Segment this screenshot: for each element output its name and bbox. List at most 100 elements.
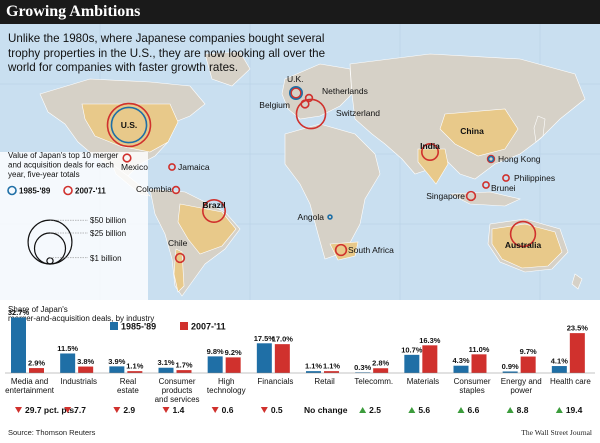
bar-value-label-1985-telecomm: 0.3% xyxy=(354,363,371,372)
bubble-2007-chile xyxy=(174,252,186,264)
map-legend-title-line-3: year, five-year totals xyxy=(8,170,80,179)
country-label-belgium: Belgium xyxy=(259,100,290,110)
country-label-australia: Australia xyxy=(505,240,542,250)
change-arrow-up-consumer-staples xyxy=(457,407,465,413)
bar-value-label-2007-retail: 1.1% xyxy=(323,362,340,371)
change-value-industrials: 7.7 xyxy=(74,405,86,415)
bar-1985-health-care xyxy=(551,366,567,373)
bubble-2007-switzerland xyxy=(295,98,327,130)
country-label-u-s: U.S. xyxy=(121,120,138,130)
bar-value-label-2007-high-technology: 9.2% xyxy=(225,348,242,357)
country-label-mexico: Mexico xyxy=(121,162,148,172)
category-label-high-technology-line-1: High xyxy=(218,377,234,386)
bar-1985-industrials xyxy=(60,353,76,373)
category-label-materials-line-1: Materials xyxy=(407,377,439,386)
change-arrow-down-consumer-products-and-services xyxy=(162,407,170,413)
china-shape xyxy=(439,108,519,157)
map-legend-title-line-2: and acquisition deals for each xyxy=(8,161,114,170)
map-legend-label-1985-89: 1985-'89 xyxy=(19,187,51,196)
country-label-singapore: Singapore xyxy=(426,191,465,201)
bar-value-label-2007-consumer-staples: 11.0% xyxy=(469,345,490,354)
category-label-real-estate-line-2: estate xyxy=(117,386,139,395)
bubble-2007-singapore xyxy=(465,190,477,202)
category-label-retail-line-1: Retail xyxy=(314,377,335,386)
map-legend-swatch-2007-11 xyxy=(63,185,73,196)
bar-value-label-2007-consumer-products-and-services: 1.7% xyxy=(175,361,192,370)
bar-2007-industrials xyxy=(78,366,94,373)
category-label-consumer-products-and-services-line-1: Consumer xyxy=(159,377,196,386)
bar-value-label-1985-retail: 1.1% xyxy=(305,362,322,371)
bubble-2007-south-africa xyxy=(334,243,348,257)
category-label-media-and-entertainment-line-2: entertainment xyxy=(5,386,55,395)
bar-chart-title-line-2: merger-and-acquisition deals, by industr… xyxy=(8,314,154,323)
country-label-netherlands: Netherlands xyxy=(322,86,368,96)
country-label-brunei: Brunei xyxy=(491,183,516,193)
change-value-high-technology: 0.6 xyxy=(222,405,234,415)
bar-1985-retail xyxy=(306,371,321,373)
bubble-2007-hong-kong xyxy=(486,154,496,164)
category-label-industrials-line-1: Industrials xyxy=(61,377,97,386)
bar-value-label-1985-media-and-entertainment: 32.7% xyxy=(8,308,30,317)
change-value-telecomm: 2.5 xyxy=(369,405,381,415)
bar-value-label-1985-materials: 10.7% xyxy=(401,345,423,354)
change-arrow-up-energy-and-power xyxy=(506,407,514,413)
bar-value-label-2007-energy-and-power: 9.7% xyxy=(520,347,537,356)
size-legend-label-25-billion: $25 billion xyxy=(90,229,126,238)
change-value-financials: 0.5 xyxy=(271,405,283,415)
bar-2007-media-and-entertainment xyxy=(29,368,44,373)
bar-2007-consumer-staples xyxy=(471,354,487,373)
country-label-south-africa: South Africa xyxy=(348,245,394,255)
bar-legend-label-2007-11: 2007-'11 xyxy=(191,322,226,332)
bubble-2007-netherlands xyxy=(304,93,314,103)
bubble-1985-u-s xyxy=(110,106,148,144)
bubble-1985-u-k xyxy=(288,85,303,100)
bubble-1985-angola xyxy=(327,214,333,220)
category-label-energy-and-power-line-2: power xyxy=(510,386,532,395)
change-value-retail: No change xyxy=(304,405,348,415)
africa xyxy=(284,123,381,260)
credit-note: The Wall Street Journal xyxy=(521,428,592,437)
bubble-2007-mexico xyxy=(122,153,132,163)
bar-value-label-2007-industrials: 3.8% xyxy=(77,357,94,366)
bubble-2007-jamaica xyxy=(168,163,176,171)
bar-2007-health-care xyxy=(569,333,585,373)
category-label-energy-and-power-line-1: Energy and xyxy=(501,377,542,386)
greenland xyxy=(204,51,251,87)
bar-2007-real-estate xyxy=(127,371,143,373)
bubble-1985-hong-kong xyxy=(487,155,495,163)
legend-panel xyxy=(0,152,148,300)
bar-1985-consumer-staples xyxy=(453,365,469,373)
bar-1985-financials xyxy=(256,343,272,373)
country-label-india: India xyxy=(420,141,440,151)
bar-legend: 1985-'89 2007-'11 xyxy=(110,322,226,332)
change-value-real-estate: 2.9 xyxy=(123,405,135,415)
change-arrow-down-industrials xyxy=(64,407,72,413)
bubble-2007-u-s xyxy=(106,102,152,148)
bar-value-label-1985-real-estate: 3.9% xyxy=(108,357,125,366)
category-label-real-estate-line-1: Real xyxy=(120,377,137,386)
map-legend-label-2007-11: 2007-'11 xyxy=(75,187,106,196)
country-label-brazil: Brazil xyxy=(202,200,225,210)
change-arrow-down-media-and-entertainment xyxy=(15,407,22,413)
bubble-2007-colombia xyxy=(171,185,181,195)
bar-legend-swatch-2007-11 xyxy=(180,322,188,330)
bar-2007-retail xyxy=(324,371,339,373)
country-label-angola: Angola xyxy=(298,212,325,222)
bar-1985-media-and-entertainment xyxy=(11,317,26,373)
country-label-china: China xyxy=(460,126,484,136)
chart-subtitle: Unlike the 1980s, where Japanese compani… xyxy=(8,32,326,74)
bar-value-label-2007-real-estate: 1.1% xyxy=(126,362,143,371)
us-shape xyxy=(81,103,179,153)
bubble-2007-philippines xyxy=(502,174,510,182)
bar-legend-swatch-1985-89 xyxy=(110,322,118,330)
country-label-switzerland: Switzerland xyxy=(336,108,380,118)
bar-legend-label-1985-89: 1985-'89 xyxy=(121,322,156,332)
bar-1985-high-technology xyxy=(207,356,223,373)
bar-2007-materials xyxy=(422,345,438,373)
change-value-health-care: 19.4 xyxy=(566,405,583,415)
change-arrow-down-financials xyxy=(260,407,268,413)
bar-2007-telecomm xyxy=(373,368,389,373)
bar-chart-title-line-1: Share of Japan's xyxy=(8,305,68,314)
bar-1985-materials xyxy=(404,354,420,373)
